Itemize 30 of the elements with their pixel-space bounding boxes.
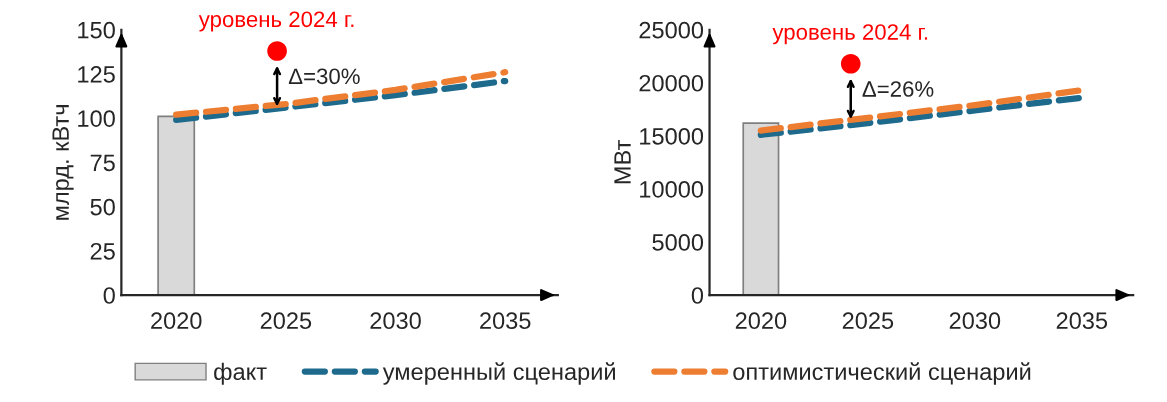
x-tick-label: 2020 <box>151 312 202 330</box>
y-tick-label: 0 <box>691 287 704 304</box>
x-tick-label: 2035 <box>1056 312 1108 330</box>
annotation: Δ=30% <box>288 68 360 85</box>
legend-label: умеренный сценарий <box>382 362 615 385</box>
legend-label: факт <box>214 362 267 385</box>
annotation: уровень 2024 г. <box>772 24 928 45</box>
x-tick-label: 2030 <box>370 312 421 330</box>
y-tick-label: 20000 <box>639 74 704 92</box>
y-tick-label: 75 <box>90 154 115 172</box>
y-tick-label: 150 <box>78 21 115 39</box>
x-tick-label: 2025 <box>842 312 894 330</box>
y-axis-title: млрд. кВтч <box>52 105 74 220</box>
y-tick-label: 5000 <box>652 234 704 251</box>
y-axis-title: МВт <box>614 140 631 184</box>
x-tick-label: 2035 <box>480 312 531 330</box>
annotation: уровень 2024 г. <box>198 11 354 32</box>
y-tick-label: 25 <box>90 242 115 260</box>
y-tick-label: 15000 <box>640 127 704 145</box>
y-tick-label: 25000 <box>639 21 704 39</box>
x-tick-label: 2025 <box>260 312 312 330</box>
x-tick-label: 2020 <box>735 312 787 330</box>
annotation: Δ=26% <box>862 81 934 97</box>
x-tick-label: 2030 <box>949 312 1001 330</box>
y-tick-label: 10000 <box>640 181 704 198</box>
y-tick-label: 100 <box>78 110 115 127</box>
y-tick-label: 125 <box>78 66 115 83</box>
y-tick-label: 50 <box>90 198 115 216</box>
y-tick-label: 0 <box>103 287 115 304</box>
legend-label: оптимистический сценарий <box>733 362 1031 385</box>
